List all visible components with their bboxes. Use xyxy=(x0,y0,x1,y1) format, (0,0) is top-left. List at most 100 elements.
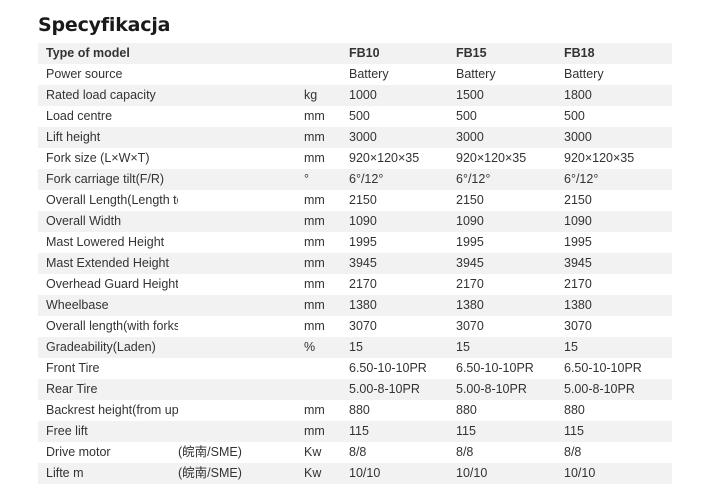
row-param: Mast Extended Height xyxy=(38,253,178,274)
row-fb10: 10/10 xyxy=(349,463,456,484)
row-note: (皖南/SME) xyxy=(178,463,304,484)
row-unit: % xyxy=(304,337,349,358)
row-fb15: 15 xyxy=(456,337,564,358)
row-param: Front Tire xyxy=(38,358,178,379)
row-param: Free lift xyxy=(38,421,178,442)
row-note xyxy=(178,358,304,379)
row-unit: mm xyxy=(304,421,349,442)
row-param: Fork carriage tilt(F/R) xyxy=(38,169,178,190)
table-row: Lifte m (皖南/SME) Kw 10/10 10/10 10/10 xyxy=(38,463,672,484)
row-fb10: 3945 xyxy=(349,253,456,274)
row-fb18: 920×120×35 xyxy=(564,148,672,169)
row-fb10: 1995 xyxy=(349,232,456,253)
row-unit: mm xyxy=(304,106,349,127)
row-fb15: 10/10 xyxy=(456,463,564,484)
header-fb10: FB10 xyxy=(349,43,456,64)
table-row: Overall Width mm 1090 1090 1090 xyxy=(38,211,672,232)
row-fb10: 8/8 xyxy=(349,442,456,463)
row-unit: mm xyxy=(304,232,349,253)
row-param: Mast Lowered Height xyxy=(38,232,178,253)
row-note: (皖南/SME) xyxy=(178,442,304,463)
row-unit xyxy=(304,358,349,379)
row-fb15: 1380 xyxy=(456,295,564,316)
row-fb15: 500 xyxy=(456,106,564,127)
table-row: Free lift mm 115 115 115 xyxy=(38,421,672,442)
table-row: Drive motor (皖南/SME) Kw 8/8 8/8 8/8 xyxy=(38,442,672,463)
row-fb18: 3070 xyxy=(564,316,672,337)
row-fb10: 2170 xyxy=(349,274,456,295)
row-fb10: 1000 xyxy=(349,85,456,106)
row-fb10: 3070 xyxy=(349,316,456,337)
row-note xyxy=(178,379,304,400)
header-param: Type of model xyxy=(38,43,178,64)
row-param: Power source xyxy=(38,64,178,85)
table-row: Fork carriage tilt(F/R) ° 6°/12° 6°/12° 6°/1… xyxy=(38,169,672,190)
header-unit xyxy=(304,43,349,64)
row-param: Overall length(with forks) xyxy=(38,316,178,337)
row-fb15: 5.00-8-10PR xyxy=(456,379,564,400)
row-param: Drive motor xyxy=(38,442,178,463)
row-note xyxy=(178,127,304,148)
row-fb15: 2170 xyxy=(456,274,564,295)
row-unit: mm xyxy=(304,211,349,232)
row-unit xyxy=(304,379,349,400)
row-fb18: 1800 xyxy=(564,85,672,106)
row-note xyxy=(178,169,304,190)
row-fb18: 10/10 xyxy=(564,463,672,484)
row-fb15: Battery xyxy=(456,64,564,85)
row-fb10: 1090 xyxy=(349,211,456,232)
row-unit: mm xyxy=(304,295,349,316)
row-param: Backrest height(from upper fork face) xyxy=(38,400,178,421)
row-param: Overall Width xyxy=(38,211,178,232)
row-unit: mm xyxy=(304,316,349,337)
row-param: Wheelbase xyxy=(38,295,178,316)
row-param: Rated load capacity xyxy=(38,85,178,106)
row-note xyxy=(178,64,304,85)
table-row: Mast Extended Height mm 3945 3945 3945 xyxy=(38,253,672,274)
row-note xyxy=(178,211,304,232)
header-note xyxy=(178,43,304,64)
table-row: Fork size (L×W×T) mm 920×120×35 920×120×35 9… xyxy=(38,148,672,169)
row-unit: ° xyxy=(304,169,349,190)
row-fb18: 500 xyxy=(564,106,672,127)
row-unit: mm xyxy=(304,148,349,169)
row-unit xyxy=(304,64,349,85)
row-note xyxy=(178,232,304,253)
row-fb18: Battery xyxy=(564,64,672,85)
row-note xyxy=(178,316,304,337)
row-fb18: 2150 xyxy=(564,190,672,211)
row-fb15: 920×120×35 xyxy=(456,148,564,169)
table-row: Power source Battery Battery Battery xyxy=(38,64,672,85)
row-fb18: 1090 xyxy=(564,211,672,232)
row-fb15: 3000 xyxy=(456,127,564,148)
row-fb18: 6.50-10-10PR xyxy=(564,358,672,379)
row-note xyxy=(178,295,304,316)
row-fb18: 1995 xyxy=(564,232,672,253)
row-fb15: 6°/12° xyxy=(456,169,564,190)
row-param: Overall Length(Length to fork face) xyxy=(38,190,178,211)
row-fb18: 8/8 xyxy=(564,442,672,463)
row-fb18: 115 xyxy=(564,421,672,442)
row-fb10: 2150 xyxy=(349,190,456,211)
row-fb18: 3945 xyxy=(564,253,672,274)
row-note xyxy=(178,106,304,127)
row-fb10: 1380 xyxy=(349,295,456,316)
table-row: Lift height mm 3000 3000 3000 xyxy=(38,127,672,148)
table-row: Mast Lowered Height mm 1995 1995 1995 xyxy=(38,232,672,253)
row-fb10: 15 xyxy=(349,337,456,358)
table-row: Overall length(with forks) mm 3070 3070 3070 xyxy=(38,316,672,337)
row-fb18: 3000 xyxy=(564,127,672,148)
row-fb10: 920×120×35 xyxy=(349,148,456,169)
row-fb15: 6.50-10-10PR xyxy=(456,358,564,379)
row-fb15: 3070 xyxy=(456,316,564,337)
table-row: Rear Tire 5.00-8-10PR 5.00-8-10PR 5.00-8-10… xyxy=(38,379,672,400)
row-fb10: 6°/12° xyxy=(349,169,456,190)
row-unit: mm xyxy=(304,253,349,274)
table-row: Overhead Guard Height mm 2170 2170 2170 xyxy=(38,274,672,295)
row-fb18: 880 xyxy=(564,400,672,421)
row-param: Fork size (L×W×T) xyxy=(38,148,178,169)
row-fb15: 1995 xyxy=(456,232,564,253)
row-unit: Kw xyxy=(304,442,349,463)
row-fb10: Battery xyxy=(349,64,456,85)
table-row: Overall Length(Length to fork face)mm215… xyxy=(38,190,672,211)
